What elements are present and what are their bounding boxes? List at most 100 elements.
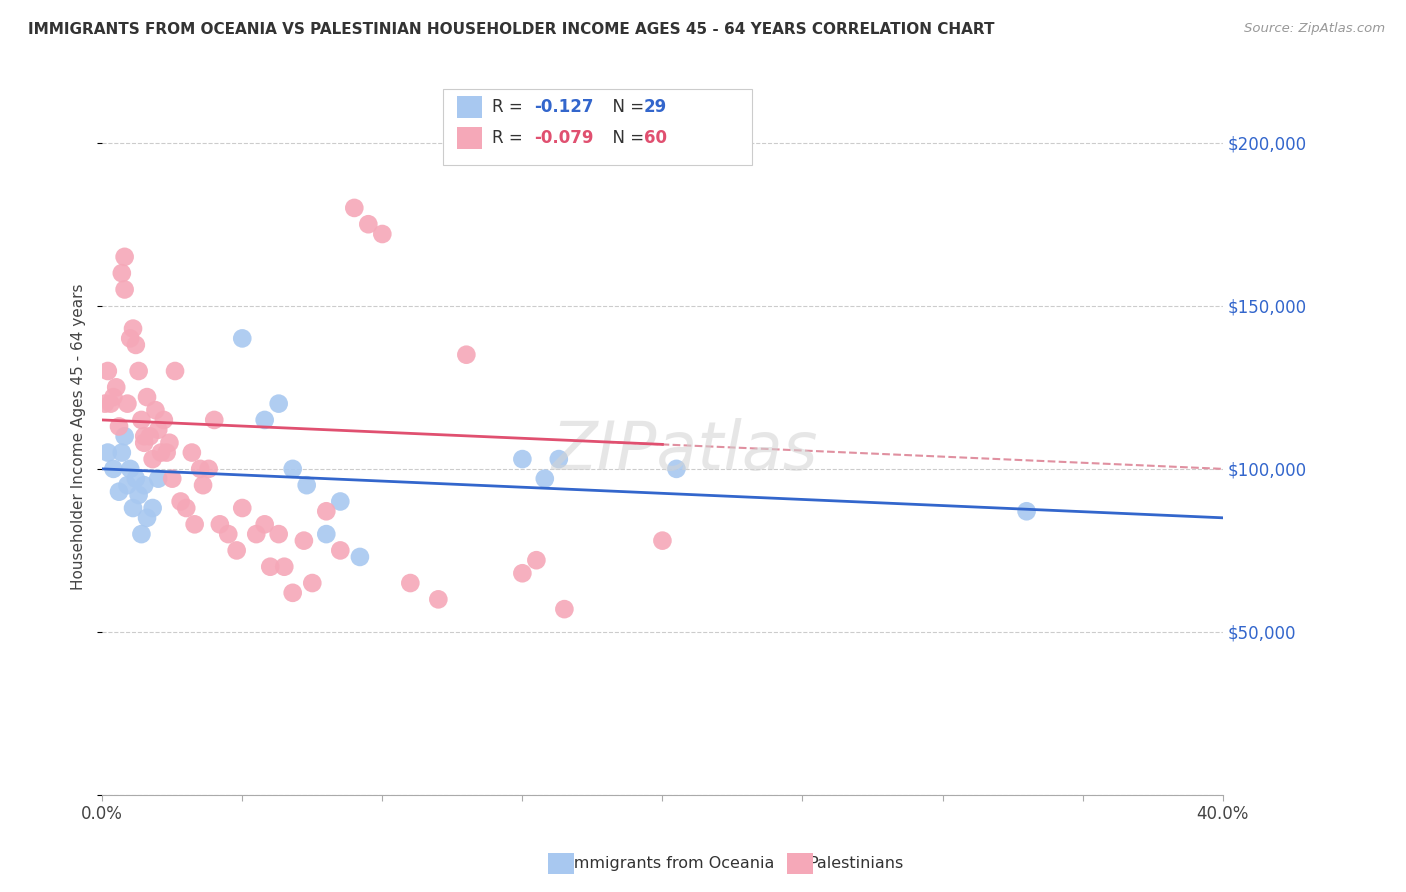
Point [292,533,315,548]
Point [245,527,267,541]
Point [142,501,165,516]
Point [225,543,247,558]
Point [295,478,318,492]
Point [191,478,214,492]
Point [108,419,131,434]
Point [399,576,422,591]
Point [259,559,281,574]
Text: R =: R = [492,98,529,116]
Point [120,462,142,476]
Point [329,543,352,558]
Point [153,413,176,427]
Point [156,445,179,459]
Text: IMMIGRANTS FROM OCEANIA VS PALESTINIAN HOUSEHOLDER INCOME AGES 45 - 64 YEARS COR: IMMIGRANTS FROM OCEANIA VS PALESTINIAN H… [28,22,994,37]
Point [547,452,569,467]
Point [315,504,337,518]
Point [150,445,173,459]
Point [456,348,478,362]
Point [169,494,191,508]
Text: Source: ZipAtlas.com: Source: ZipAtlas.com [1244,22,1385,36]
Point [349,549,371,564]
Point [120,331,142,345]
Point [134,429,156,443]
Point [136,390,159,404]
Point [174,501,197,516]
Point [122,321,145,335]
Point [267,527,290,541]
Point [114,250,136,264]
Point [103,462,125,476]
Point [512,452,534,467]
Point [281,462,304,476]
Point [651,533,673,548]
Point [231,331,253,345]
Text: -0.127: -0.127 [534,98,593,116]
Point [267,397,290,411]
Text: R =: R = [492,129,529,147]
Point [131,413,153,427]
Point [217,527,239,541]
Point [122,501,145,516]
Point [103,390,125,404]
Text: N =: N = [602,129,650,147]
Point [512,566,534,581]
Point [128,364,150,378]
Point [253,413,276,427]
Point [105,380,128,394]
Point [281,586,304,600]
Text: Immigrants from Oceania: Immigrants from Oceania [569,856,775,871]
Point [128,488,150,502]
Point [125,472,148,486]
Text: ZIPatlas: ZIPatlas [551,417,818,483]
Point [100,397,122,411]
Point [357,217,380,231]
Point [97,364,120,378]
Point [125,338,148,352]
Point [114,429,136,443]
Point [202,413,225,427]
Point [371,227,394,241]
Point [665,462,688,476]
Point [553,602,575,616]
Point [533,472,555,486]
Point [134,478,156,492]
Point [197,462,219,476]
Point [427,592,450,607]
Point [253,517,276,532]
Point [163,364,186,378]
Point [343,201,366,215]
Point [148,423,170,437]
Point [117,397,139,411]
Point [1015,504,1038,518]
Text: N =: N = [602,98,650,116]
Point [139,429,162,443]
Point [315,527,337,541]
Point [111,445,134,459]
Point [208,517,231,532]
Point [159,435,181,450]
Point [329,494,352,508]
Point [188,462,211,476]
Point [145,403,167,417]
Point [524,553,547,567]
Point [97,445,120,459]
Point [114,283,136,297]
Point [180,445,202,459]
Point [183,517,205,532]
Point [111,266,134,280]
Point [136,510,159,524]
Text: 29: 29 [644,98,668,116]
Point [131,527,153,541]
Y-axis label: Householder Income Ages 45 - 64 years: Householder Income Ages 45 - 64 years [72,283,86,590]
Text: 60: 60 [644,129,666,147]
Point [94,397,117,411]
Text: -0.079: -0.079 [534,129,593,147]
Point [117,478,139,492]
Point [134,435,156,450]
Text: Palestinians: Palestinians [808,856,904,871]
Point [108,484,131,499]
Point [148,472,170,486]
Point [231,501,253,516]
Point [162,472,184,486]
Point [273,559,295,574]
